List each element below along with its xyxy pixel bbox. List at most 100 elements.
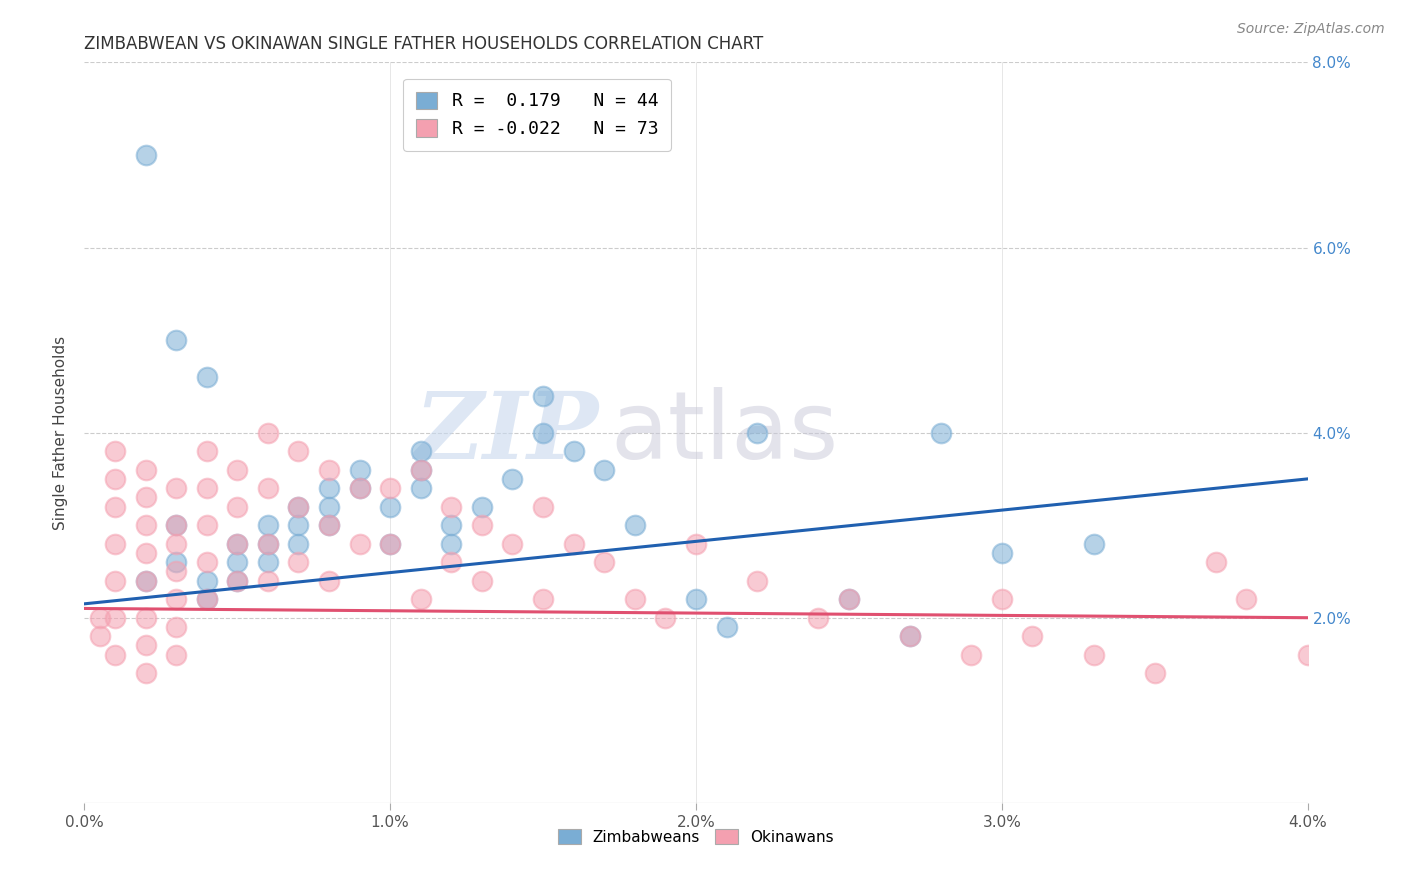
Text: ZIMBABWEAN VS OKINAWAN SINGLE FATHER HOUSEHOLDS CORRELATION CHART: ZIMBABWEAN VS OKINAWAN SINGLE FATHER HOU… [84, 35, 763, 53]
Point [318, 462, 340, 476]
Point [654, 610, 676, 624]
Point [165, 592, 187, 607]
Point [226, 536, 249, 550]
Point [287, 500, 309, 514]
Point [287, 500, 309, 514]
Point [380, 500, 402, 514]
Point [471, 518, 494, 533]
Point [349, 481, 371, 495]
Point [562, 536, 585, 550]
Text: Source: ZipAtlas.com: Source: ZipAtlas.com [1237, 22, 1385, 37]
Point [747, 425, 769, 440]
Point [440, 536, 463, 550]
Point [135, 148, 157, 162]
Point [440, 500, 463, 514]
Point [165, 536, 187, 550]
Point [257, 555, 280, 569]
Point [257, 574, 280, 588]
Point [716, 620, 738, 634]
Point [838, 592, 860, 607]
Point [135, 491, 157, 505]
Point [440, 555, 463, 569]
Point [165, 620, 187, 634]
Point [257, 481, 280, 495]
Point [349, 536, 371, 550]
Point [531, 389, 554, 403]
Point [135, 462, 157, 476]
Point [471, 500, 494, 514]
Point [502, 536, 524, 550]
Point [838, 592, 860, 607]
Point [104, 472, 127, 486]
Point [747, 574, 769, 588]
Point [1205, 555, 1227, 569]
Point [929, 425, 952, 440]
Point [471, 574, 494, 588]
Point [898, 629, 921, 643]
Point [165, 481, 187, 495]
Point [257, 536, 280, 550]
Point [502, 472, 524, 486]
Point [562, 444, 585, 458]
Point [226, 500, 249, 514]
Point [409, 592, 432, 607]
Point [1083, 536, 1105, 550]
Point [165, 648, 187, 662]
Point [991, 546, 1014, 560]
Point [195, 370, 218, 384]
Point [287, 518, 309, 533]
Point [991, 592, 1014, 607]
Point [807, 610, 830, 624]
Point [104, 536, 127, 550]
Point [1083, 648, 1105, 662]
Point [195, 518, 218, 533]
Point [89, 629, 111, 643]
Point [257, 425, 280, 440]
Point [104, 500, 127, 514]
Point [624, 592, 647, 607]
Point [104, 610, 127, 624]
Point [1143, 666, 1166, 681]
Point [135, 518, 157, 533]
Point [89, 610, 111, 624]
Point [226, 574, 249, 588]
Text: ZIP: ZIP [413, 388, 598, 477]
Point [898, 629, 921, 643]
Point [531, 500, 554, 514]
Point [531, 592, 554, 607]
Point [165, 555, 187, 569]
Point [440, 518, 463, 533]
Point [409, 481, 432, 495]
Point [257, 536, 280, 550]
Point [165, 333, 187, 347]
Point [287, 444, 309, 458]
Point [165, 518, 187, 533]
Point [195, 555, 218, 569]
Point [318, 518, 340, 533]
Point [195, 574, 218, 588]
Point [104, 574, 127, 588]
Point [287, 555, 309, 569]
Point [380, 536, 402, 550]
Point [318, 518, 340, 533]
Point [226, 574, 249, 588]
Point [624, 518, 647, 533]
Point [104, 444, 127, 458]
Point [165, 518, 187, 533]
Point [226, 555, 249, 569]
Point [409, 462, 432, 476]
Point [1021, 629, 1043, 643]
Point [318, 500, 340, 514]
Point [380, 481, 402, 495]
Point [195, 481, 218, 495]
Point [685, 536, 707, 550]
Point [685, 592, 707, 607]
Point [195, 592, 218, 607]
Legend: Zimbabweans, Okinawans: Zimbabweans, Okinawans [551, 822, 841, 851]
Point [135, 574, 157, 588]
Point [409, 444, 432, 458]
Point [380, 536, 402, 550]
Point [195, 444, 218, 458]
Point [1296, 648, 1319, 662]
Point [531, 425, 554, 440]
